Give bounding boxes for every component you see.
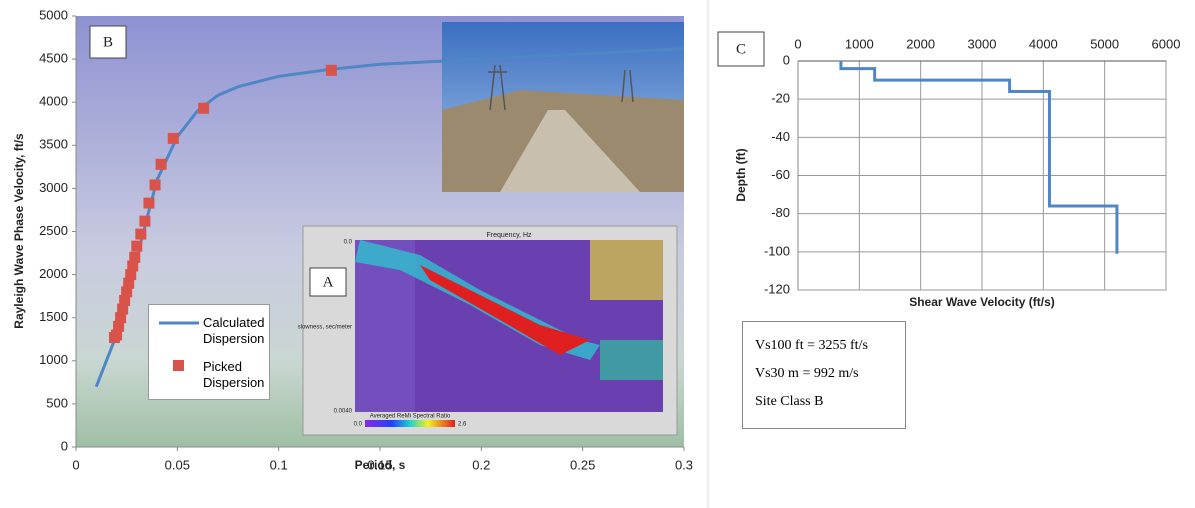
- summary-line: Site Class B: [755, 394, 823, 410]
- y-tick-label: 0: [61, 438, 68, 453]
- y-axis-title: Depth (ft): [734, 148, 748, 201]
- summary-box: Vs100 ft = 3255 ft/s Vs30 m = 992 m/s Si…: [742, 321, 906, 429]
- inset-y-bottom: 0.0040: [334, 409, 353, 415]
- y-tick-label: 1500: [39, 309, 68, 324]
- marker: [326, 65, 337, 76]
- y-axis-title: Rayleigh Wave Phase Velocity, ft/s: [12, 133, 26, 329]
- x-tick-label: 0.05: [165, 457, 190, 472]
- panel-label: C: [736, 41, 746, 57]
- y-tick-label: 2500: [39, 223, 68, 238]
- y-tick-label: 0: [783, 52, 790, 67]
- x-tick-label: 4000: [1029, 36, 1058, 51]
- y-tick-label: 3000: [39, 180, 68, 195]
- page: B A Frequency, Hz slowness, sec/meter 0.…: [0, 0, 1195, 508]
- legend: Calculated Dispersion Picked Dispersion: [148, 304, 270, 400]
- y-tick-label: 3500: [39, 137, 68, 152]
- inset-label: A: [323, 274, 334, 290]
- inset-y-top: 0.0: [344, 240, 353, 246]
- y-tick-label: -40: [771, 129, 790, 144]
- y-tick-label: 4500: [39, 51, 68, 66]
- x-tick-label: 0.25: [570, 457, 595, 472]
- line: [841, 61, 1117, 254]
- photo: [442, 22, 684, 192]
- x-tick-label: 0.1: [270, 457, 288, 472]
- marker: [129, 252, 140, 263]
- legend-label: Picked Dispersion: [203, 359, 273, 391]
- x-tick-label: 1000: [845, 36, 874, 51]
- figure: B A Frequency, Hz slowness, sec/meter 0.…: [0, 0, 1195, 508]
- marker: [143, 198, 154, 209]
- x-tick-label: 0.3: [675, 457, 693, 472]
- y-tick-label: 5000: [39, 7, 68, 22]
- y-tick-label: -20: [771, 91, 790, 106]
- marker: [139, 216, 150, 227]
- marker: [198, 103, 209, 114]
- marker: [135, 229, 146, 240]
- y-tick-label: 2000: [39, 266, 68, 281]
- y-tick-label: -80: [771, 205, 790, 220]
- marker: [150, 179, 161, 190]
- x-tick-label: 0: [72, 457, 79, 472]
- legend-label: Calculated Dispersion: [203, 315, 273, 347]
- panel-label: B: [103, 34, 113, 50]
- x-tick-label: 0.15: [367, 457, 392, 472]
- marker: [156, 159, 167, 170]
- y-tick-label: 500: [46, 395, 68, 410]
- colorbar-min: 0.0: [354, 422, 363, 428]
- x-tick-label: 6000: [1152, 36, 1181, 51]
- x-tick-label: 2000: [906, 36, 935, 51]
- x-tick-label: 3000: [968, 36, 997, 51]
- y-tick-label: 4000: [39, 94, 68, 109]
- inset-y-label: slowness, sec/meter: [298, 325, 352, 331]
- marker: [131, 241, 142, 252]
- y-tick-label: -120: [764, 281, 790, 296]
- y-tick-label: -100: [764, 243, 790, 258]
- inset-spectrum: [303, 226, 677, 435]
- colorbar-max: 2.6: [458, 422, 467, 428]
- summary-line: Vs100 ft = 3255 ft/s: [755, 338, 868, 354]
- legend-key-marker: [173, 360, 184, 371]
- y-tick-label: -60: [771, 167, 790, 182]
- colorbar-title: Averaged ReMi Spectral Ratio: [370, 414, 451, 420]
- summary-line: Vs30 m = 992 m/s: [755, 366, 859, 382]
- x-tick-label: 0: [794, 36, 801, 51]
- x-tick-label: 0.2: [472, 457, 490, 472]
- marker: [168, 133, 179, 144]
- x-tick-label: 5000: [1090, 36, 1119, 51]
- inset-x-label: Frequency, Hz: [487, 232, 532, 239]
- y-tick-label: 1000: [39, 352, 68, 367]
- x-axis-title: Shear Wave Velocity (ft/s): [909, 295, 1055, 309]
